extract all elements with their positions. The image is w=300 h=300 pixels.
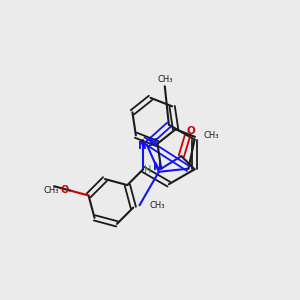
Text: O: O bbox=[60, 185, 68, 196]
Text: O: O bbox=[187, 126, 195, 136]
Text: CH₃: CH₃ bbox=[204, 131, 219, 140]
Text: N: N bbox=[153, 162, 162, 172]
Text: H: H bbox=[143, 165, 151, 175]
Text: CH₃: CH₃ bbox=[158, 75, 173, 84]
Text: N: N bbox=[149, 138, 158, 148]
Text: N: N bbox=[138, 141, 147, 151]
Text: CH₃: CH₃ bbox=[44, 186, 59, 195]
Text: CH₃: CH₃ bbox=[150, 201, 165, 210]
